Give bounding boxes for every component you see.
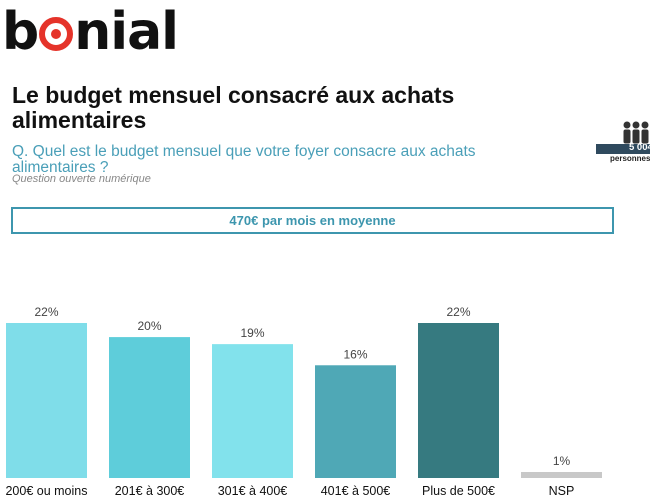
category-label: Plus de 500€	[422, 484, 495, 498]
average-budget-box: 470€ par mois en moyenne	[11, 207, 614, 234]
page-title: Le budget mensuel consacré aux achats al…	[12, 82, 455, 133]
bar-6	[521, 472, 602, 478]
bar-value-label: 20%	[137, 319, 161, 333]
bar-3	[212, 344, 293, 478]
sample-bar	[596, 144, 650, 154]
bar-value-label: 22%	[446, 305, 470, 319]
bar-value-label: 1%	[553, 454, 571, 468]
category-label: 401€ à 500€	[321, 484, 391, 498]
question-type-note: Question ouverte numérique	[12, 173, 151, 185]
category-label: 301€ à 400€	[218, 484, 288, 498]
bonial-logo: b nial	[2, 2, 179, 62]
budget-bar-chart: 22% 200€ ou moins 20% 201€ à 300€ 19% 301€ à …	[5, 305, 602, 498]
bar-value-label: 19%	[240, 326, 264, 340]
sample-unit: personnes	[610, 154, 650, 163]
bar-1	[6, 323, 87, 478]
category-label: NSP	[549, 484, 575, 498]
bar-value-label: 16%	[343, 347, 367, 361]
sample-size-badge: 5 004 personnes	[596, 120, 650, 166]
people-icon	[623, 121, 649, 144]
category-label: 200€ ou moins	[5, 484, 87, 498]
bar-value-label: 22%	[34, 305, 58, 319]
bar-2	[109, 337, 190, 478]
logo-target-icon	[39, 17, 74, 51]
bar-4	[315, 365, 396, 478]
sample-count: 5 004	[629, 142, 650, 153]
category-label: 201€ à 300€	[115, 484, 185, 498]
question-text: Q. Quel est le budget mensuel que votre …	[12, 143, 476, 176]
bar-5	[418, 323, 499, 478]
